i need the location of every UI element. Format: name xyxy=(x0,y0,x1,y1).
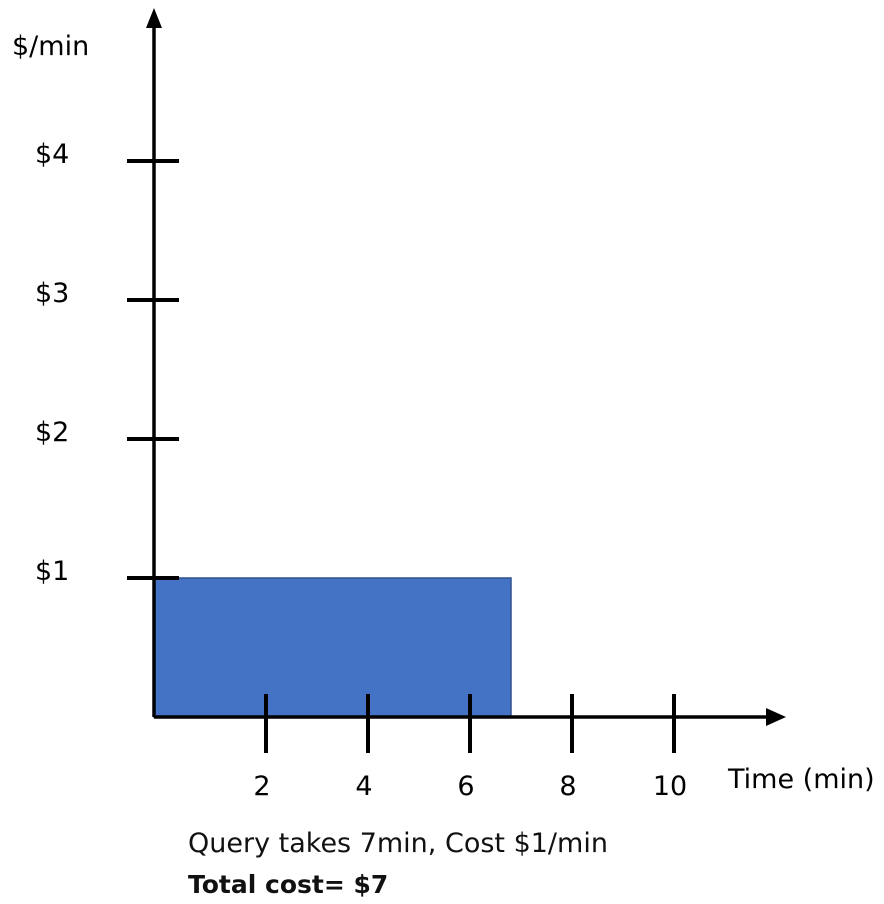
y-tick-label: $3 xyxy=(35,278,69,309)
x-tick-label: 4 xyxy=(355,771,372,802)
x-tick-label: 8 xyxy=(559,771,576,802)
bars-layer xyxy=(153,577,512,718)
cost-bar xyxy=(153,577,512,718)
caption-description: Query takes 7min, Cost $1/min xyxy=(188,828,608,859)
y-tick-label: $4 xyxy=(35,139,69,170)
y-tick-label: $2 xyxy=(35,417,69,448)
y-tick-label: $1 xyxy=(35,556,69,587)
x-tick-label: 6 xyxy=(457,771,474,802)
y-axis-arrow-icon xyxy=(146,8,162,28)
ticks-layer: $1 $2 $3 $4 2 4 6 8 10 xyxy=(35,139,687,802)
y-axis-label: $/min xyxy=(12,31,89,62)
caption-total-cost: Total cost= $7 xyxy=(188,870,389,899)
x-axis-label: Time (min) xyxy=(727,764,875,795)
x-tick-label: 10 xyxy=(653,771,687,802)
x-axis-arrow-icon xyxy=(766,708,786,726)
x-tick-label: 2 xyxy=(253,771,270,802)
